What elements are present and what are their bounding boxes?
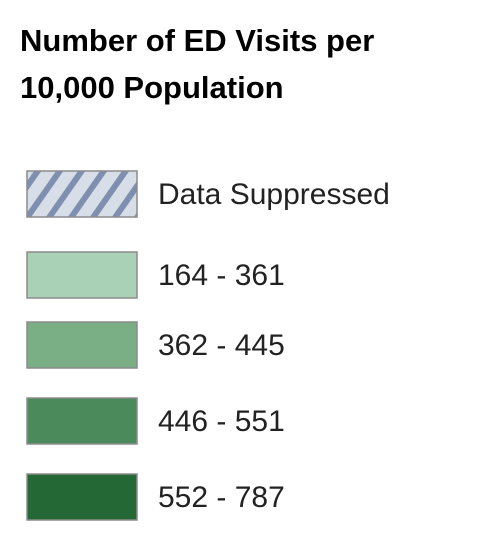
legend-swatch <box>26 473 138 521</box>
legend-label: 552 - 787 <box>158 481 285 514</box>
legend-swatch <box>26 397 138 445</box>
legend-swatch <box>26 170 138 218</box>
legend-title: Number of ED Visits per <box>20 23 374 58</box>
legend-label: 164 - 361 <box>158 259 285 292</box>
legend-label: 362 - 445 <box>158 329 285 362</box>
legend-swatch <box>26 321 138 369</box>
legend-swatch <box>26 251 138 299</box>
legend-label: Data Suppressed <box>158 178 390 211</box>
legend-label: 446 - 551 <box>158 405 285 438</box>
legend-title: 10,000 Population <box>20 70 284 105</box>
